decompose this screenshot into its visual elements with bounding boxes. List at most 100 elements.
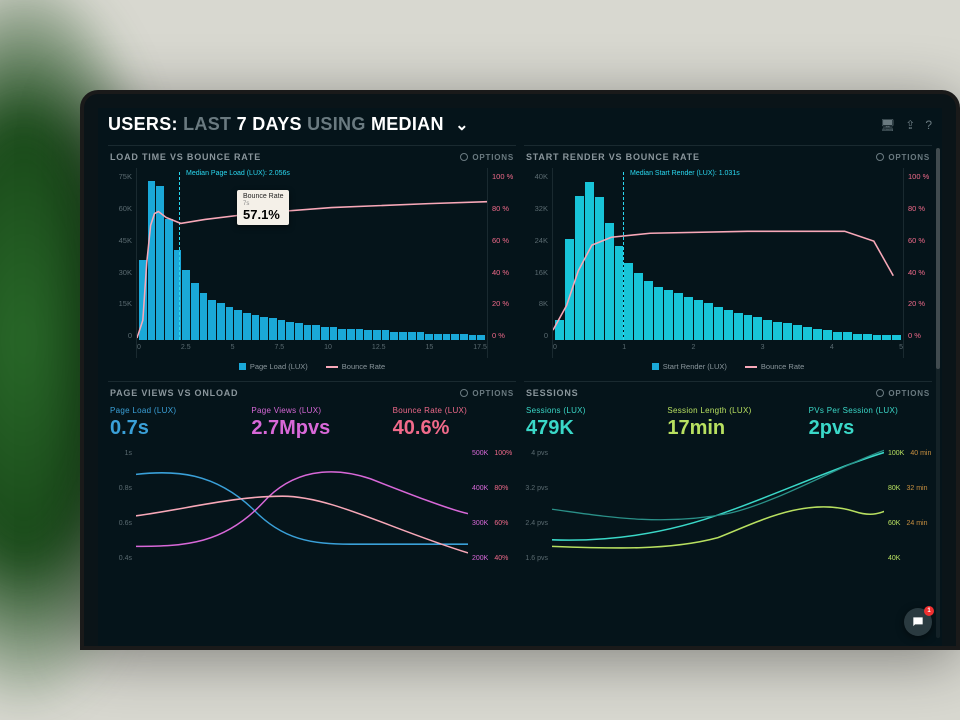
bar xyxy=(634,273,643,340)
bar xyxy=(863,334,872,341)
axis-tick: 20 % xyxy=(492,299,516,308)
bar xyxy=(664,290,673,340)
panel-start-bounce: START RENDER VS BOUNCE RATE OPTIONS 40K 3… xyxy=(524,145,932,373)
axis-tick: 1s xyxy=(108,450,132,457)
share-icon[interactable]: ⇪ xyxy=(905,118,915,132)
bar xyxy=(763,320,772,340)
bar xyxy=(595,197,604,340)
header-title-dropdown[interactable]: USERS: LAST 7 DAYS USING MEDIAN ⌄ xyxy=(108,114,469,135)
axis-tick: 30K xyxy=(108,268,132,277)
axis-tick: 10 xyxy=(324,344,332,358)
axis-tick: 3 xyxy=(761,344,765,358)
bar xyxy=(174,250,182,341)
plot-area[interactable] xyxy=(552,446,884,566)
legend-item: Start Render (LUX) xyxy=(652,362,727,371)
scrollbar-thumb[interactable] xyxy=(936,148,940,369)
chart-tooltip: Bounce Rate 7s 57.1% xyxy=(237,190,289,225)
options-button[interactable]: OPTIONS xyxy=(460,153,514,162)
metric-value: 17min xyxy=(667,417,788,440)
bar xyxy=(139,260,147,341)
bar xyxy=(674,293,683,340)
legend-item: Bounce Rate xyxy=(745,362,804,371)
bar xyxy=(234,310,242,340)
y-axis-left: 1s0.8s0.6s0.4s xyxy=(108,446,136,566)
panel-title: START RENDER VS BOUNCE RATE xyxy=(526,152,700,162)
monitor-icon[interactable]: 🖥 xyxy=(880,118,895,132)
bar xyxy=(364,330,372,340)
bar xyxy=(330,327,338,340)
y-axis-left: 75K60K45K30K15K0 xyxy=(108,168,136,358)
swatch-line-icon xyxy=(745,366,757,368)
options-button[interactable]: OPTIONS xyxy=(460,389,514,398)
metric: Page Views (LUX)2.7Mpvs xyxy=(251,406,372,440)
bar xyxy=(382,330,390,340)
y-axis-right: 100 %80 %60 %40 %20 %0 % xyxy=(488,168,516,358)
chart-load-bounce: 75K60K45K30K15K0 Median Page Load (LUX):… xyxy=(108,168,516,358)
axis-tick: 40 % xyxy=(908,268,932,277)
axis-tick: 40K xyxy=(524,172,548,181)
chat-widget-button[interactable]: 1 xyxy=(904,608,932,636)
title-metric: MEDIAN xyxy=(371,114,444,134)
bar xyxy=(390,332,398,340)
panel-page-views: PAGE VIEWS VS ONLOAD OPTIONS Page Load (… xyxy=(108,381,516,566)
bar xyxy=(338,329,346,341)
axis-tick: 100 % xyxy=(908,172,932,181)
bar xyxy=(434,334,442,341)
axis-tick: 2.4 pvs xyxy=(524,520,548,527)
header-icon-group: 🖥 ⇪ ? xyxy=(880,118,932,132)
swatch-bar-icon xyxy=(239,363,246,370)
bar xyxy=(555,320,564,340)
bar xyxy=(295,323,303,340)
x-axis: 02.557.51012.51517.5 xyxy=(137,340,487,358)
axis-tick: 80 % xyxy=(492,204,516,213)
bar xyxy=(260,317,268,341)
metric: PVs Per Session (LUX)2pvs xyxy=(809,406,930,440)
axis-tick: 40 % xyxy=(492,268,516,277)
legend-item: Page Load (LUX) xyxy=(239,362,308,371)
axis-tick: 0 xyxy=(108,331,132,340)
plot-area[interactable]: Median Page Load (LUX): 2.056s Bounce Ra… xyxy=(136,168,488,358)
bar xyxy=(304,325,312,340)
metric: Page Load (LUX)0.7s xyxy=(110,406,231,440)
bar xyxy=(744,315,753,340)
title-using: USING xyxy=(307,114,366,134)
metric: Bounce Rate (LUX) 40.6% xyxy=(393,406,514,440)
metric-value: 40.6% xyxy=(393,417,514,440)
plot-area[interactable]: Median Start Render (LUX): 1.031s 012345 xyxy=(552,168,904,358)
options-button[interactable]: OPTIONS xyxy=(876,389,930,398)
median-label: Median Page Load (LUX): 2.056s xyxy=(186,170,290,177)
help-icon[interactable]: ? xyxy=(925,118,932,132)
metric-label: Sessions (LUX) xyxy=(526,406,647,415)
bar xyxy=(843,332,852,340)
chart-legend: Page Load (LUX) Bounce Rate xyxy=(108,358,516,373)
axis-tick: 17.5 xyxy=(473,344,487,358)
panel-title: PAGE VIEWS VS ONLOAD xyxy=(110,388,238,398)
bar xyxy=(724,310,733,340)
bar xyxy=(208,300,216,340)
metric-label: PVs Per Session (LUX) xyxy=(809,406,930,415)
bar-series xyxy=(553,172,903,340)
metric-value: 2.7Mpvs xyxy=(251,417,372,440)
dashboard-screen: USERS: LAST 7 DAYS USING MEDIAN ⌄ 🖥 ⇪ ? … xyxy=(98,108,942,646)
axis-tick: 4 xyxy=(830,344,834,358)
metric-label: Session Length (LUX) xyxy=(667,406,788,415)
axis-tick: 15 xyxy=(426,344,434,358)
metric-label: Bounce Rate (LUX) xyxy=(393,406,514,415)
bar xyxy=(704,303,713,340)
options-button[interactable]: OPTIONS xyxy=(876,153,930,162)
bar xyxy=(460,334,468,341)
bar xyxy=(243,313,251,340)
bar xyxy=(191,283,199,340)
bar xyxy=(269,318,277,340)
axis-tick: 0 % xyxy=(492,331,516,340)
axis-tick: 2.5 xyxy=(181,344,191,358)
scrollbar[interactable] xyxy=(936,148,940,638)
panel-load-bounce: LOAD TIME VS BOUNCE RATE OPTIONS 75K60K4… xyxy=(108,145,516,373)
bar xyxy=(833,332,842,340)
plot-area[interactable] xyxy=(136,446,468,566)
gear-icon xyxy=(876,153,884,161)
axis-tick: 75K xyxy=(108,172,132,181)
axis-tick: 1 xyxy=(622,344,626,358)
axis-tick: 60K xyxy=(108,204,132,213)
title-last: LAST xyxy=(183,114,231,134)
